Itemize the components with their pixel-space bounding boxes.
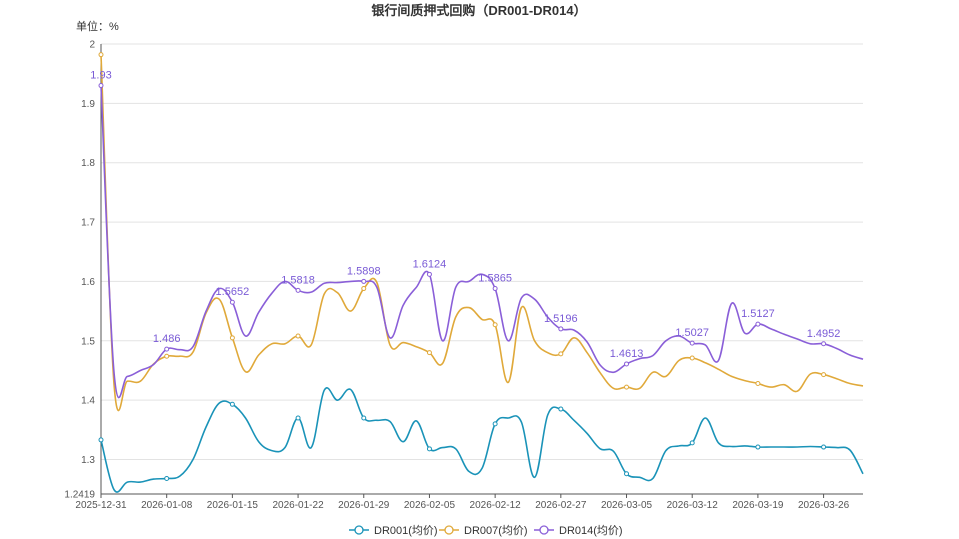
data-point[interactable] [229,401,235,407]
data-label: 1.5898 [347,265,381,277]
data-point[interactable] [492,421,498,427]
legend-swatch-marker [444,525,454,535]
x-tick-label: 2026-01-15 [207,500,259,511]
data-point[interactable] [821,444,827,450]
chart-title: 银行间质押式回购（DR001-DR014） [371,3,586,18]
y-axis-unit-label: 单位：% [76,19,119,33]
data-label: 1.6124 [413,258,447,270]
data-point[interactable] [426,446,432,452]
y-tick-label: 1.2419 [64,490,95,501]
data-point[interactable] [295,333,301,339]
y-tick-label: 2 [89,40,95,51]
series-line-2 [100,54,864,412]
legend[interactable]: DR001(均价) DR007(均价) DR014(均价) [349,524,623,537]
data-point[interactable] [689,355,695,361]
y-tick-label: 1.5 [81,336,95,347]
data-label: 1.5818 [281,274,315,286]
legend-item[interactable]: DR007(均价) [439,524,528,537]
data-point[interactable] [558,406,564,412]
series-line-3 [100,85,864,399]
data-point[interactable] [164,353,170,359]
data-point[interactable] [492,286,498,292]
data-point[interactable] [492,322,498,328]
data-point[interactable] [361,286,367,292]
data-point[interactable] [164,346,170,352]
data-labels: 1.93 1.486 1.5652 1.5818 1.5898 1.6124 1.5865 1… [90,70,840,360]
x-tick-label: 2026-02-05 [404,500,456,511]
data-label: 1.5127 [741,308,775,320]
legend-label: DR001(均价) [374,524,438,537]
x-tick-label: 2026-03-19 [732,500,784,511]
data-point[interactable] [426,350,432,356]
data-point[interactable] [821,341,827,347]
data-label: 1.5652 [216,286,250,298]
series-line-1 [100,387,864,493]
legend-swatch-marker [539,525,549,535]
x-tick-label: 2026-03-26 [798,500,850,511]
data-label: 1.5865 [478,273,512,285]
x-tick-label: 2026-02-12 [470,500,522,511]
data-point[interactable] [624,471,630,477]
x-tick-label: 2025-12-31 [75,500,127,511]
x-tick-label: 2026-03-12 [667,500,719,511]
legend-label: DR014(均价) [559,524,623,537]
data-point[interactable] [361,415,367,421]
data-point[interactable] [164,476,170,482]
data-point[interactable] [624,384,630,390]
legend-swatch-marker [354,525,364,535]
data-point[interactable] [98,83,104,89]
data-point[interactable] [98,437,104,443]
y-tick-label: 1.8 [81,158,95,169]
data-label: 1.5196 [544,313,578,325]
data-markers [98,52,827,482]
data-point[interactable] [361,278,367,284]
data-label: 1.486 [153,333,181,345]
x-tick-label: 2026-01-22 [272,500,324,511]
y-tick-label: 1.4 [81,396,95,407]
data-point[interactable] [229,335,235,341]
x-tick-label: 2026-01-29 [338,500,390,511]
legend-label: DR007(均价) [464,524,528,537]
y-tick-label: 1.9 [81,99,95,110]
data-point[interactable] [426,271,432,277]
data-label: 1.4613 [610,348,644,360]
data-label: 1.5027 [675,327,709,339]
data-point[interactable] [689,340,695,346]
data-point[interactable] [558,326,564,332]
data-point[interactable] [295,287,301,293]
data-point[interactable] [624,361,630,367]
data-point[interactable] [229,299,235,305]
y-tick-label: 1.6 [81,277,95,288]
data-point[interactable] [755,444,761,450]
x-tick-label: 2026-02-27 [535,500,587,511]
data-point[interactable] [98,52,104,58]
x-tick-label: 2026-01-08 [141,500,193,511]
data-point[interactable] [821,372,827,378]
y-tick-label: 1.3 [81,455,95,466]
legend-item[interactable]: DR014(均价) [534,524,623,537]
x-tick-label: 2026-03-05 [601,500,653,511]
legend-item[interactable]: DR001(均价) [349,524,438,537]
data-label: 1.93 [90,70,111,82]
data-point[interactable] [689,440,695,446]
grid-lines [101,43,863,461]
data-point[interactable] [295,415,301,421]
data-point[interactable] [755,381,761,387]
series-lines [100,54,864,493]
data-point[interactable] [755,321,761,327]
y-tick-label: 1.7 [81,218,95,229]
data-label: 1.4952 [807,328,841,340]
data-point[interactable] [558,351,564,357]
